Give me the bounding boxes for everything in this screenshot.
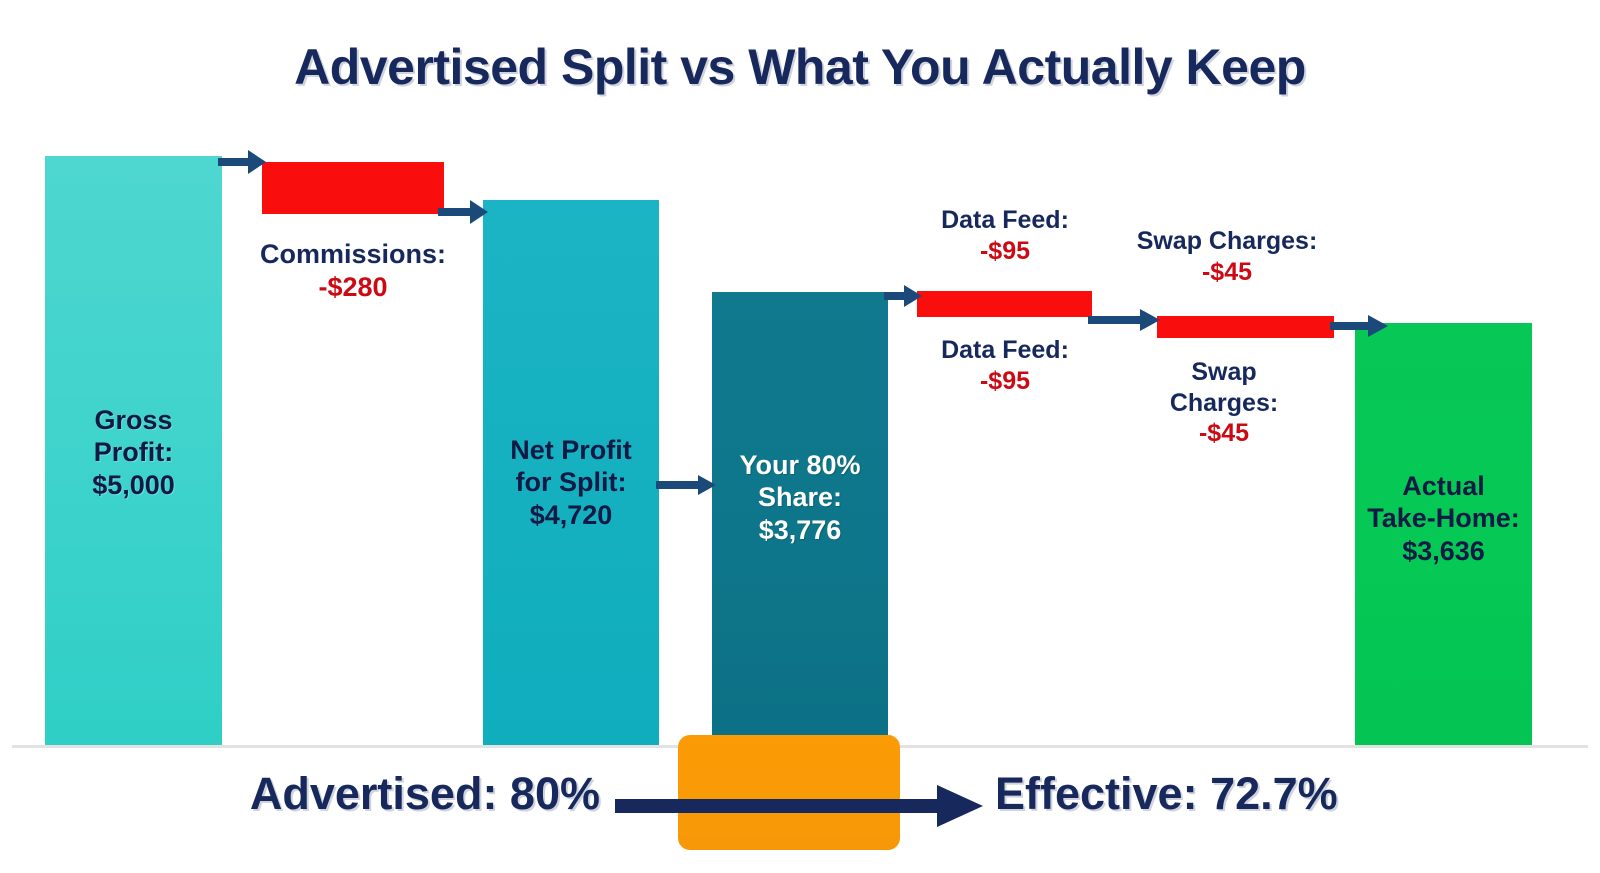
annotation-data-feed-above-name: Data Feed:	[941, 206, 1069, 234]
connector-arrow-datafeed-to-swap	[1088, 307, 1162, 333]
bar-swap-charges-deduction	[1157, 316, 1334, 338]
annotation-data-feed-below-name: Data Feed:	[941, 336, 1069, 364]
annotation-swap-charges-below-name: Swap Charges:	[1169, 358, 1279, 417]
bar-your-share-label: Your 80% Share: $3,776	[739, 450, 861, 545]
annotation-swap-charges-above-name: Swap Charges:	[1136, 227, 1318, 255]
bar-net-profit: Net Profit for Split: $4,720	[483, 200, 659, 745]
annotation-data-feed-above: Data Feed: -$95	[890, 205, 1120, 266]
connector-arrow-commissions-to-net	[438, 196, 490, 230]
annotation-commissions: Commissions: -$280	[215, 238, 491, 304]
connector-arrow-net-to-share	[656, 472, 718, 498]
bar-gross-profit-label: Gross Profit: $5,000	[92, 405, 175, 500]
connector-arrow-swap-to-takehome	[1330, 312, 1390, 340]
annotation-swap-charges-below: Swap Charges: -$45	[1130, 357, 1318, 449]
annotation-data-feed-below-value: -$95	[979, 366, 1031, 395]
bar-data-feed-deduction	[917, 291, 1092, 317]
bar-actual-take-home-label: Actual Take-Home: $3,636	[1367, 471, 1520, 566]
bar-gross-profit: Gross Profit: $5,000	[45, 156, 222, 745]
annotation-swap-charges-below-value: -$45	[1198, 419, 1250, 447]
summary-transition-arrow-icon	[615, 778, 985, 839]
summary-highlight-box	[678, 735, 900, 850]
summary-effective-label: Effective: 72.7%	[995, 768, 1338, 819]
annotation-data-feed-below: Data Feed: -$95	[890, 335, 1120, 396]
annotation-commissions-value: -$280	[318, 271, 388, 302]
bar-net-profit-label: Net Profit for Split: $4,720	[510, 435, 632, 530]
summary-advertised-label: Advertised: 80%	[249, 768, 600, 819]
bar-your-share: Your 80% Share: $3,776	[712, 292, 888, 745]
bar-commissions-deduction	[262, 162, 444, 214]
bar-actual-take-home: Actual Take-Home: $3,636	[1355, 323, 1532, 745]
annotation-swap-charges-above: Swap Charges: -$45	[1094, 226, 1360, 287]
annotation-data-feed-above-value: -$95	[979, 236, 1031, 265]
connector-arrow-share-to-datafeed	[884, 283, 924, 309]
page-title: Advertised Split vs What You Actually Ke…	[294, 39, 1306, 95]
annotation-commissions-name: Commissions:	[259, 239, 447, 269]
connector-arrow-gross-to-commissions	[218, 146, 268, 180]
annotation-swap-charges-above-value: -$45	[1201, 257, 1253, 286]
